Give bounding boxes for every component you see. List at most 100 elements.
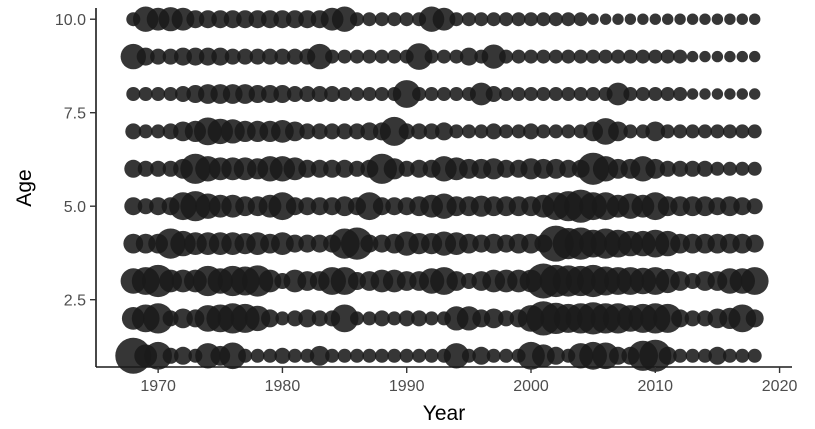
bubble-point — [150, 48, 167, 65]
bubble-point — [399, 12, 414, 27]
bubble-point — [398, 310, 415, 327]
bubble-point — [237, 48, 254, 65]
bubble-point — [524, 12, 538, 27]
bubble-point — [483, 308, 504, 329]
bubble-point — [275, 311, 290, 326]
bubble-point — [311, 86, 328, 102]
bubble-point — [138, 124, 153, 139]
bubble-point — [474, 124, 489, 139]
x-tick-label: 2010 — [637, 378, 673, 395]
bubble-point — [236, 10, 255, 29]
x-tick-label: 1990 — [389, 378, 425, 395]
bubble-point — [472, 346, 491, 365]
bubble-point — [685, 348, 700, 363]
bubble-point — [461, 348, 476, 363]
bubble-point — [747, 161, 762, 176]
bubble-point — [298, 10, 317, 29]
bubble-point — [374, 12, 389, 27]
bubble-point — [379, 116, 409, 146]
bubble-point — [749, 13, 761, 25]
bubble-point — [374, 49, 389, 64]
bubble-point — [699, 88, 711, 100]
bubble-point — [722, 348, 737, 363]
bubble-point — [635, 87, 650, 101]
x-tick-label: 2000 — [513, 378, 549, 395]
bubble-point — [645, 121, 666, 142]
bubble-point — [385, 197, 404, 216]
bubble-point — [722, 161, 737, 176]
bubble-point — [238, 348, 253, 363]
bubble-point — [330, 304, 359, 333]
bubble-point — [599, 13, 612, 25]
bubble-point — [548, 87, 563, 101]
bubble-point — [250, 348, 265, 363]
bubble-point — [499, 124, 514, 139]
y-tick-label: 2.5 — [64, 293, 86, 310]
bubble-point — [331, 6, 358, 32]
bubble-point — [340, 227, 374, 260]
bubble-point — [362, 87, 377, 101]
bubble-point — [437, 49, 451, 64]
bubble-point — [611, 49, 625, 64]
bubble-point — [474, 12, 489, 27]
x-tick-label: 1980 — [265, 378, 301, 395]
x-axis-ticks: 1970 1980 1990 2000 2010 2020 — [140, 367, 797, 395]
y-axis-ticks: 2.5 5.0 7.5 10.0 — [55, 12, 96, 310]
bubble-point — [724, 50, 736, 63]
bubble-point — [461, 124, 476, 139]
bubble-point — [350, 49, 364, 64]
bubble-point — [645, 158, 666, 179]
bubble-point — [349, 160, 365, 177]
bubble-point — [698, 348, 712, 363]
bubble-point — [299, 123, 316, 140]
bubble-point — [151, 87, 166, 101]
bubble-point — [536, 49, 551, 64]
bubble-point — [186, 47, 205, 66]
bubble-point — [248, 10, 267, 29]
bubble-point — [310, 234, 329, 253]
bubble-point — [137, 198, 154, 215]
bubble-point — [249, 48, 266, 65]
bubble-point — [143, 303, 174, 334]
bubble-point — [174, 346, 192, 365]
bubble-point — [586, 87, 601, 101]
bubble-point — [248, 85, 267, 103]
bubble-point — [672, 160, 689, 177]
bubble-point — [399, 348, 414, 363]
bubble-point — [410, 159, 429, 178]
bubble-point — [623, 124, 638, 139]
bubble-point — [298, 234, 317, 253]
bubble-point — [736, 50, 748, 63]
bubble-point — [606, 82, 630, 106]
bubble-point — [499, 348, 514, 363]
bubble-point — [443, 343, 470, 369]
bubble-point — [411, 310, 428, 327]
bubble-point — [670, 271, 690, 291]
bubble-point — [724, 88, 736, 100]
bubble-point — [362, 49, 377, 64]
bubble-point — [745, 309, 764, 328]
bubble-point — [673, 348, 688, 363]
bubble-point — [387, 348, 402, 363]
bubble-point — [711, 13, 724, 25]
bubble-point — [648, 49, 663, 64]
bubble-point — [136, 47, 155, 66]
x-axis-title: Year — [423, 402, 465, 425]
bubble-point — [624, 13, 637, 25]
bubble-point — [685, 124, 700, 139]
bubble-point — [286, 310, 303, 327]
bubble-point — [735, 124, 750, 139]
bubble-point — [746, 198, 763, 215]
bubble-point — [511, 124, 526, 139]
bubble-point — [163, 87, 178, 101]
bubble-point — [374, 87, 389, 101]
bubble-point — [311, 310, 328, 327]
bubble-point — [337, 49, 352, 64]
bubble-point — [412, 87, 427, 101]
bubble-point — [524, 87, 538, 101]
bubble-point — [324, 123, 341, 140]
bubble-point — [224, 48, 241, 65]
bubble-point — [586, 49, 601, 64]
bubble-point — [684, 160, 701, 177]
bubble-point — [461, 12, 476, 27]
